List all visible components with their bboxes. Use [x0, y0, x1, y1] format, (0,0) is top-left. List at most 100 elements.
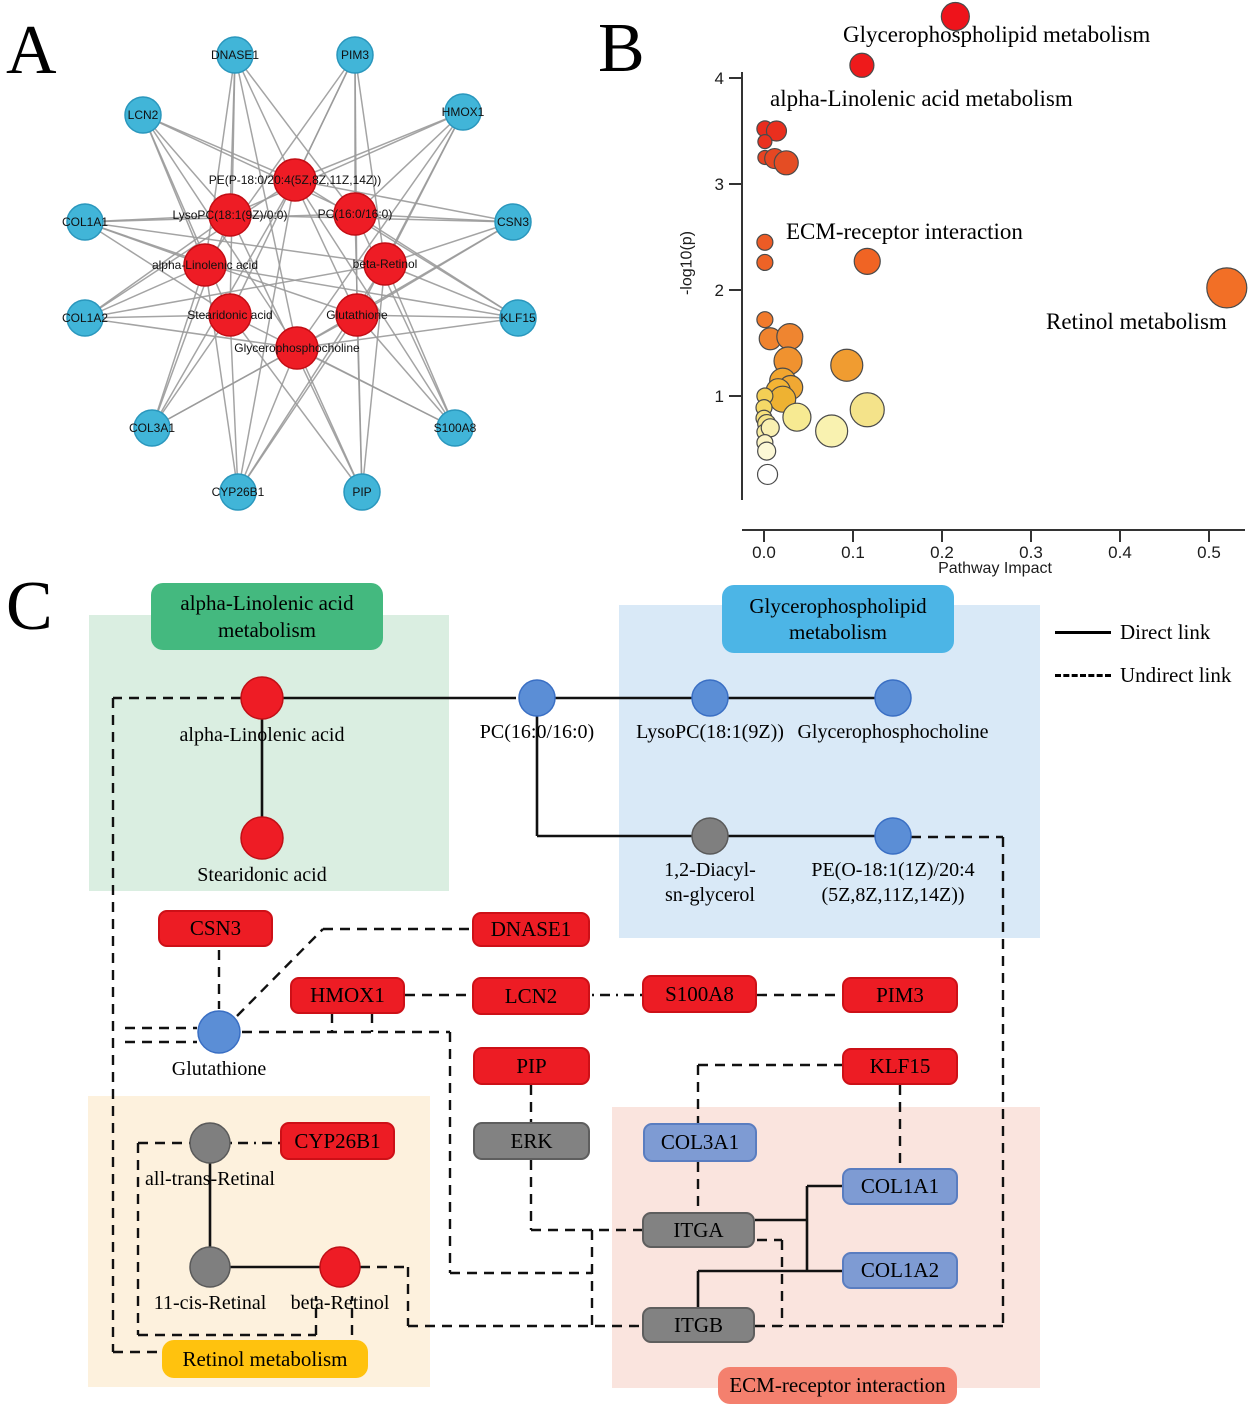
x-tick-label: 0.0 [752, 543, 776, 562]
node-label-col3a1: COL3A1 [129, 421, 175, 435]
network-edge [294, 111, 464, 181]
legend-undirect-row: Undirect link [1055, 660, 1231, 690]
node-label-glycerophosphocholine: Glycerophosphocholine [234, 341, 360, 355]
network-edge [84, 264, 206, 319]
metabolite-node-alpha-linolenic-acid [183, 243, 227, 287]
node-label-pe-p-18-0-20-4-5z-8z-11z-14z: PE(P-18:0/20:4(5Z,8Z,11Z,14Z)) [209, 173, 382, 187]
network-edge [84, 314, 231, 319]
network-edge [229, 314, 239, 493]
node-label-pim3: PIM3 [341, 48, 369, 62]
metabolite-node-beta-retinol [363, 242, 407, 286]
glycerophospholipid-region [619, 605, 1040, 938]
gene-box-pim3: PIM3 [842, 977, 958, 1013]
pathway-node-label-all-trans-retinal: all-trans-Retinal [145, 1168, 275, 1190]
network-edge [142, 114, 231, 216]
gene-node-col1a2 [66, 299, 104, 337]
gene-node-csn3 [494, 203, 532, 241]
alpha-linolenic-title: alpha-Linolenic acid metabolism [151, 583, 383, 650]
network-edge [356, 314, 363, 493]
pathway-node-pc-16-0-16-0 [518, 679, 556, 717]
network-edge [151, 264, 206, 429]
gene-node-col1a1 [66, 203, 104, 241]
network-edge [84, 263, 386, 319]
network-edge [84, 221, 231, 316]
node-label-alpha-linolenic-acid: alpha-Linolenic acid [152, 258, 258, 272]
network-edge [229, 314, 363, 493]
pathway-bubble [1206, 267, 1248, 309]
gene-node-cyp26b1 [219, 473, 257, 511]
gene-box-itga: ITGA [642, 1212, 755, 1248]
node-label-glutathione: Glutathione [326, 308, 388, 322]
dashed-line-icon [1055, 673, 1111, 677]
panel-b-letter: B [598, 10, 645, 87]
x-tick-label: 0.1 [841, 543, 865, 562]
gene-box-pip: PIP [473, 1047, 590, 1085]
pathway-bubble [849, 52, 875, 78]
gene-node-s100a8 [436, 409, 474, 447]
metabolite-node-glutathione [335, 293, 379, 337]
legend-direct-row: Direct link [1055, 617, 1231, 647]
line-legend: Direct link Undirect link [1055, 617, 1231, 703]
network-edge [84, 317, 298, 349]
gene-box-cyp26b1: CYP26B1 [280, 1122, 395, 1160]
network-edge [296, 347, 363, 493]
legend-undirect-label: Undirect link [1120, 662, 1232, 687]
node-label-pip: PIP [352, 485, 371, 499]
network-edge [204, 264, 239, 493]
node-label-s100a8: S100A8 [434, 421, 477, 435]
pathway-node-pe-o-18-1-1z-20-4-5z-8z-11z-14z [874, 817, 912, 855]
node-label-cyp26b1: CYP26B1 [212, 485, 265, 499]
network-edge [294, 179, 514, 223]
retinol-title: Retinol metabolism [162, 1340, 368, 1378]
gene-node-dnase1 [216, 36, 254, 74]
legend-direct-label: Direct link [1120, 619, 1211, 644]
pathway-node-glycerophosphocholine [874, 679, 912, 717]
network-edge [84, 221, 386, 265]
pathway-node-all-trans-retinal [189, 1122, 231, 1164]
node-label-beta-retinol: beta-Retinol [353, 257, 418, 271]
x-tick-label: 0.4 [1108, 543, 1132, 562]
pathway-bubble [756, 463, 779, 486]
network-edge [384, 221, 514, 265]
gene-node-col3a1 [133, 409, 171, 447]
panel-c-pathway [88, 605, 1040, 1388]
panel-a-letter: A [6, 12, 57, 89]
pathway-bubble [815, 414, 849, 448]
network-edge [151, 314, 231, 429]
network-edge [384, 263, 519, 319]
metabolite-node-lysopc-18-1-9z-0-0 [208, 193, 252, 237]
pathway-node-label-pc-16-0-16-0: PC(16:0/16:0) [479, 721, 595, 743]
pathway-bubble [853, 247, 881, 275]
x-axis-title: Pathway Impact [938, 560, 1052, 577]
network-edge [296, 221, 514, 349]
node-label-stearidonic-acid: Stearidonic acid [187, 308, 272, 322]
pathway-node-label-alpha-linolenic-acid: alpha-Linolenic acid [179, 724, 345, 746]
pathway-bubble [776, 323, 804, 351]
pathway-node-label-glutathione: Glutathione [171, 1058, 267, 1080]
gene-box-itgb: ITGB [642, 1307, 755, 1343]
y-tick-label: 1 [715, 387, 724, 406]
node-label-dnase1: DNASE1 [211, 48, 259, 62]
pathway-bubble [765, 120, 788, 142]
metabolite-node-pe-p-18-0-20-4-5z-8z-11z-14z [273, 158, 317, 202]
metabolite-node-glycerophosphocholine [275, 326, 319, 370]
gene-box-lcn2: LCN2 [472, 977, 590, 1015]
y-axis-title: -log10(p) [678, 230, 696, 296]
network-edge [356, 314, 519, 319]
pathway-node-label-pe-o-18-1-1z-20-4-5z-8z-11z-14z: PE(O-18:1(1Z)/20:4 (5Z,8Z,11Z,14Z)) [811, 859, 975, 906]
solid-line-icon [1055, 630, 1111, 634]
metabolite-node-pc-16-0-16-0 [333, 192, 377, 236]
pathway-node-stearidonic-acid [240, 816, 284, 860]
network-edge [356, 314, 456, 429]
y-tick-label: 2 [715, 281, 724, 300]
panel-a-network: DNASE1 PIM3 LCN2 HMOX1 COL1A1 CSN3 COL1A2 KLF15… [62, 36, 537, 511]
gene-box-hmox1: HMOX1 [290, 977, 405, 1014]
network-edge [204, 264, 519, 319]
pathway-bubble [849, 392, 885, 428]
pathway-bubble [830, 348, 864, 382]
undirect-link-line [236, 928, 324, 1017]
network-edge [151, 347, 298, 429]
network-edge [237, 314, 358, 493]
